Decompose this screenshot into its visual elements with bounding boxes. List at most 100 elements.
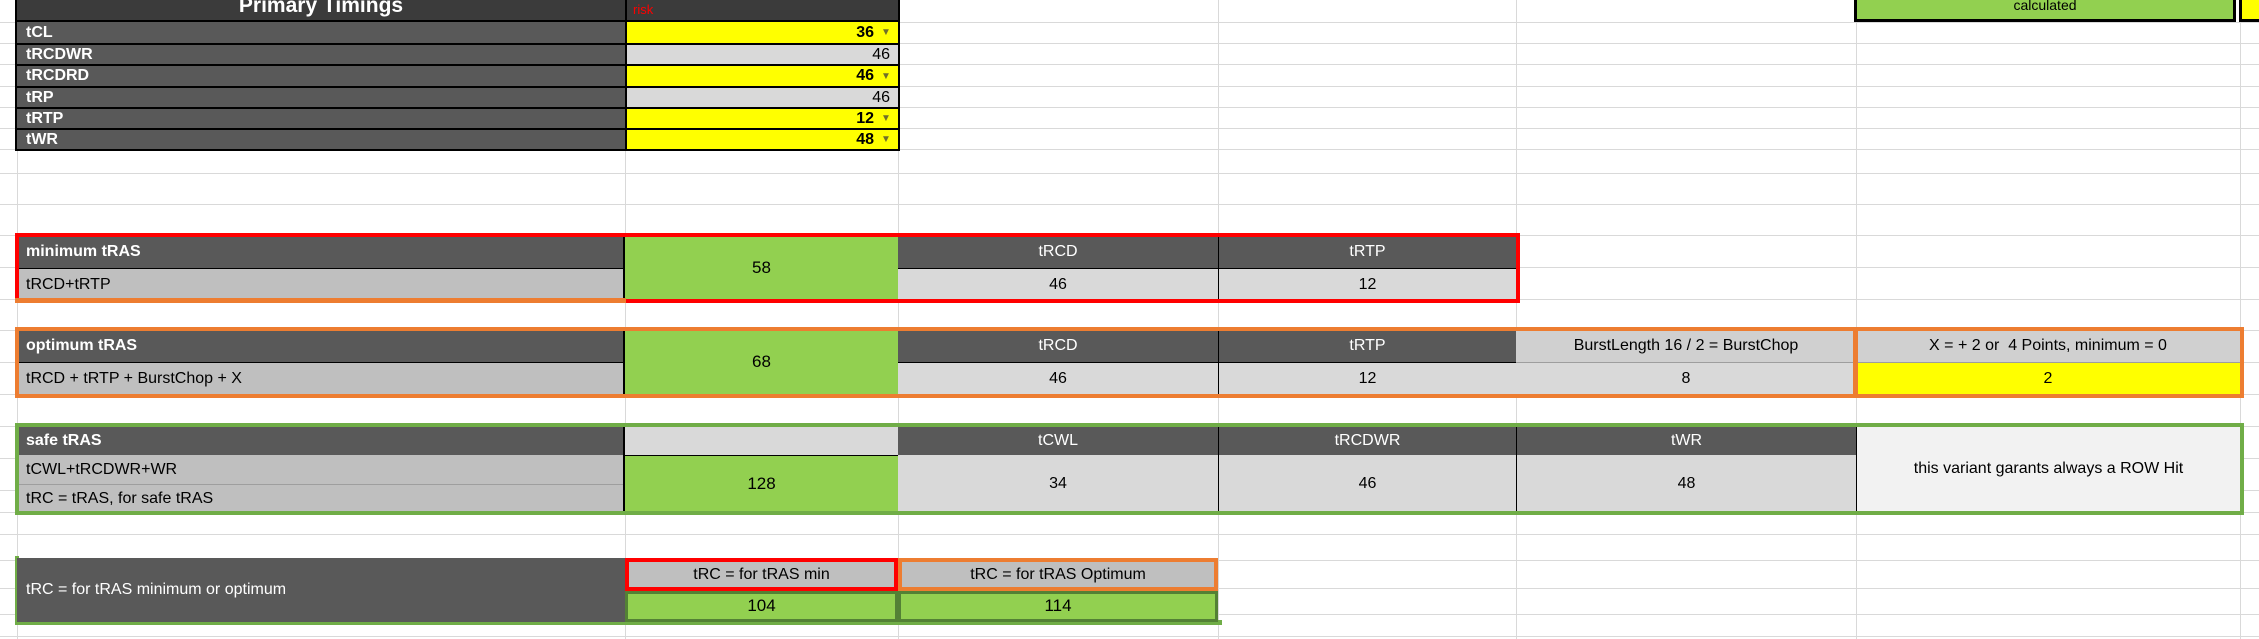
dropdown-arrow-icon[interactable]: ▼ xyxy=(881,134,891,145)
gridline xyxy=(0,534,2259,535)
gridline xyxy=(0,149,2259,150)
safe-tcwl-header: tCWL xyxy=(898,426,1218,455)
minimum-trcd-header-label: tRCD xyxy=(1038,243,1078,261)
burstchop-header: BurstLength 16 / 2 = BurstChop xyxy=(1516,330,1856,362)
trc-min-value-cell[interactable]: 104 xyxy=(625,591,898,622)
minimum-trcd-header: tRCD xyxy=(898,236,1218,268)
minimum-tras-formula: tRCD+tRTP xyxy=(26,276,111,294)
trcdwr-value: 46 xyxy=(872,45,890,63)
x-points-value-label: 2 xyxy=(2043,369,2053,387)
twr-label: tWR xyxy=(26,130,58,148)
trc-optimum-header-cell: tRC = for tRAS Optimum xyxy=(898,558,1218,591)
trp-value: 46 xyxy=(872,88,890,106)
top-right-yellow-cell[interactable] xyxy=(2239,0,2259,22)
row-label-twr: tWR xyxy=(15,128,627,151)
optimum-trtp-header: tRTP xyxy=(1218,330,1516,362)
trc-title: tRC = for tRAS minimum or optimum xyxy=(26,581,287,599)
minimum-trtp-header-label: tRTP xyxy=(1349,243,1386,261)
primary-timings-title: Primary Timings xyxy=(238,0,404,18)
trc-min-value: 104 xyxy=(747,596,776,616)
minimum-tras-formula-cell: tRCD+tRTP xyxy=(17,268,625,301)
row-label-trcdwr: tRCDWR xyxy=(15,43,627,66)
trc-title-cell: tRC = for tRAS minimum or optimum xyxy=(17,558,625,622)
dropdown-arrow-icon[interactable]: ▼ xyxy=(881,113,891,124)
burstchop-value[interactable]: 8 xyxy=(1516,362,1856,394)
minimum-trtp-header: tRTP xyxy=(1218,236,1516,268)
gridline xyxy=(0,86,2259,87)
optimum-tras-title-cell: optimum tRAS xyxy=(17,330,625,362)
optimum-trtp-value-label: 12 xyxy=(1358,369,1377,387)
trtp-value: 12 xyxy=(856,109,874,127)
safe-trcdwr-header: tRCDWR xyxy=(1218,426,1516,455)
safe-tcwl-header-label: tCWL xyxy=(1038,431,1078,449)
optimum-trcd-header: tRCD xyxy=(898,330,1218,362)
optimum-tras-result: 68 xyxy=(752,351,771,371)
minimum-trcd-value[interactable]: 46 xyxy=(898,268,1218,301)
optimum-trcd-value-label: 46 xyxy=(1049,369,1067,387)
row-label-trp: tRP xyxy=(15,86,627,109)
dropdown-arrow-icon[interactable]: ▼ xyxy=(881,70,891,82)
dropdown-arrow-icon[interactable]: ▼ xyxy=(881,27,891,38)
tcl-label: tCL xyxy=(26,23,53,41)
trcdrd-label: tRCDRD xyxy=(26,67,90,85)
trc-optimum-value-cell[interactable]: 114 xyxy=(898,591,1218,622)
trcdrd-value-cell[interactable]: 46 ▼ xyxy=(625,64,900,88)
trcdwr-label: tRCDWR xyxy=(26,45,93,63)
x-points-header: X = + 2 or 4 Points, minimum = 0 xyxy=(1856,330,2240,362)
safe-trcdwr-header-label: tRCDWR xyxy=(1334,431,1401,449)
minimum-tras-title: minimum tRAS xyxy=(26,243,141,261)
safe-tras-formula2-cell: tRC = tRAS, for safe tRAS xyxy=(17,484,625,512)
gridline xyxy=(0,64,2259,65)
trc-optimum-header: tRC = for tRAS Optimum xyxy=(970,565,1146,583)
calculated-cell: calculated xyxy=(1854,0,2236,22)
gridline xyxy=(0,512,2259,513)
row-label-trcdrd: tRCDRD xyxy=(15,64,627,88)
minimum-tras-result-cell[interactable]: 58 xyxy=(623,236,900,301)
optimum-tras-title: optimum tRAS xyxy=(26,337,138,355)
safe-tcwl-value[interactable]: 34 xyxy=(898,455,1218,512)
calculated-label: calculated xyxy=(2013,0,2077,14)
minimum-trtp-value[interactable]: 12 xyxy=(1218,268,1516,301)
safe-tras-formula-cell: tCWL+tRCDWR+WR xyxy=(17,455,625,484)
trc-optimum-value: 114 xyxy=(1044,596,1072,616)
trcdwr-value-cell[interactable]: 46 xyxy=(625,43,900,66)
risk-header-cell: risk xyxy=(625,0,900,22)
tcl-value: 36 xyxy=(856,23,874,41)
gridline xyxy=(0,173,2259,174)
optimum-tras-formula: tRCD + tRTP + BurstChop + X xyxy=(26,369,242,387)
burstchop-header-label: BurstLength 16 / 2 = BurstChop xyxy=(1573,337,1799,355)
gridline xyxy=(1516,0,1517,639)
optimum-trtp-value[interactable]: 12 xyxy=(1218,362,1516,394)
safe-trcdwr-value[interactable]: 46 xyxy=(1218,455,1516,512)
twr-value-cell[interactable]: 48 ▼ xyxy=(625,128,900,151)
trtp-value-cell[interactable]: 12 ▼ xyxy=(625,107,900,130)
safe-tras-formula: tCWL+tRCDWR+WR xyxy=(26,460,178,478)
burstchop-value-label: 8 xyxy=(1681,369,1691,387)
x-points-value[interactable]: 2 xyxy=(1856,362,2240,394)
gridline xyxy=(0,394,2259,395)
tcl-value-cell[interactable]: 36 ▼ xyxy=(625,20,900,45)
safe-tras-formula2: tRC = tRAS, for safe tRAS xyxy=(26,489,214,507)
gridline xyxy=(2240,0,2241,639)
trtp-label: tRTP xyxy=(26,109,64,127)
safe-tras-result-cell[interactable]: 128 xyxy=(623,455,900,512)
optimum-trcd-value[interactable]: 46 xyxy=(898,362,1218,394)
trp-value-cell[interactable]: 46 xyxy=(625,86,900,109)
safe-twr-value[interactable]: 48 xyxy=(1516,455,1856,512)
gridline xyxy=(625,0,626,639)
gridline xyxy=(1218,0,1219,639)
trcdrd-value: 46 xyxy=(856,67,874,85)
safe-tcwl-value-label: 34 xyxy=(1049,474,1067,492)
safe-tras-title-cell: safe tRAS xyxy=(17,426,625,455)
safe-trcdwr-value-label: 46 xyxy=(1358,474,1377,492)
optimum-tras-result-cell[interactable]: 68 xyxy=(623,330,900,394)
minimum-trtp-value-label: 12 xyxy=(1358,276,1377,294)
trp-label: tRP xyxy=(26,88,54,106)
gridline xyxy=(0,204,2259,205)
risk-label: risk xyxy=(633,1,654,17)
row-label-trtp: tRTP xyxy=(15,107,627,130)
safe-twr-value-label: 48 xyxy=(1677,474,1696,492)
twr-value: 48 xyxy=(856,130,874,148)
gridline xyxy=(0,128,2259,129)
safe-tras-empty-cell xyxy=(623,426,900,456)
